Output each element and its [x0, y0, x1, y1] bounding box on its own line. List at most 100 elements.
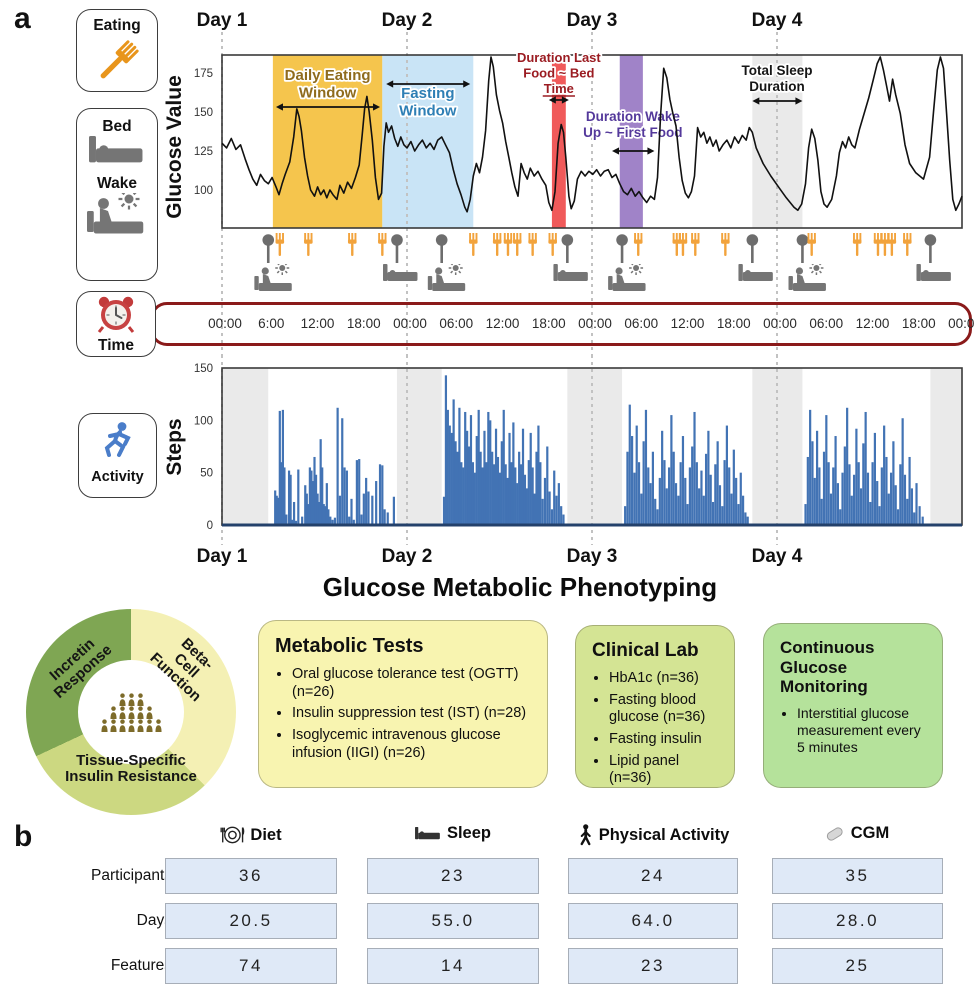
steps-bar — [723, 460, 726, 525]
steps-bar — [644, 409, 648, 525]
steps-bar — [289, 474, 292, 525]
steps-bar — [313, 456, 316, 525]
steps-bar — [670, 415, 673, 525]
steps-bar — [894, 485, 897, 525]
bullet-item: Lipid panel (n=36) — [609, 753, 720, 788]
runner-icon — [104, 422, 131, 457]
time-tick-label: 06:00 — [624, 316, 659, 331]
steps-bar — [381, 465, 384, 525]
steps-bar — [446, 409, 449, 525]
row-label-days: Days — [136, 912, 172, 929]
steps-bar — [307, 504, 310, 525]
steps-bar — [698, 488, 701, 525]
column-header-label: Sleep — [446, 824, 491, 842]
wake-icon — [427, 264, 466, 291]
steps-bar — [746, 516, 749, 525]
steps-bar — [392, 496, 395, 525]
steps-bar — [506, 477, 509, 525]
steps-bar — [688, 467, 691, 525]
steps-bar — [848, 464, 851, 525]
steps-ytick: 0 — [207, 520, 213, 532]
steps-bar — [910, 488, 913, 525]
fork-icon — [100, 40, 139, 79]
steps-bar — [624, 506, 627, 525]
person-icon — [127, 718, 135, 732]
steps-bar — [512, 422, 515, 525]
annotation-daily-eating-window: Window — [299, 85, 357, 102]
steps-bar — [908, 456, 911, 525]
bullet-item: Oral glucose tolerance test (OGTT) (n=26… — [292, 666, 533, 701]
steps-bar — [857, 462, 860, 525]
steps-bar — [325, 483, 328, 525]
steps-bar — [686, 504, 689, 525]
steps-bar — [518, 451, 521, 525]
card-metabolic-tests: Metabolic Tests Oral glucose tolerance t… — [258, 620, 548, 788]
time-tick-label: 06:00 — [809, 316, 844, 331]
card-title: Continuous Glucose Monitoring — [780, 638, 875, 697]
table-cell: 23 — [367, 858, 539, 894]
bed-icon — [738, 264, 773, 281]
wake-event-icon — [788, 264, 826, 291]
steps-bar — [693, 411, 696, 525]
steps-bar — [681, 436, 685, 525]
bed-label: Bed — [102, 118, 132, 135]
meal-marker — [887, 233, 897, 256]
steps-bar — [533, 493, 536, 525]
wake-event-icon — [427, 264, 466, 291]
eating-label: Eating — [93, 17, 141, 34]
steps-ytick: 50 — [200, 468, 213, 480]
steps-bar — [637, 462, 641, 525]
steps-bar — [375, 481, 378, 525]
card-title: Metabolic Tests — [275, 635, 424, 657]
steps-bar — [311, 481, 315, 525]
steps-bar — [500, 441, 503, 525]
annotation-duration-last-food-bed: Food ~ Bed — [523, 66, 594, 81]
time-tick-label: 18:00 — [531, 316, 566, 331]
table-cell: 35 — [772, 858, 943, 894]
table-cell: 24 — [568, 858, 738, 894]
steps-bar — [496, 456, 500, 525]
annotation-arrow-daily-eating-window-head — [275, 103, 283, 111]
activity-label: Activity — [91, 469, 144, 485]
steps-bar — [294, 520, 298, 525]
time-tick-label: 12:00 — [485, 316, 520, 331]
steps-bar — [873, 432, 876, 525]
card-cgm: Continuous Glucose Monitoring Interstiti… — [763, 623, 943, 788]
steps-bar — [543, 477, 547, 525]
steps-bar — [360, 514, 363, 525]
steps-bar — [523, 474, 527, 525]
steps-bar — [871, 462, 874, 525]
steps-bar — [348, 516, 351, 525]
time-tick-label: 18:00 — [346, 316, 381, 331]
steps-bar — [892, 441, 895, 525]
steps-bar — [836, 483, 839, 525]
wake-icon — [87, 188, 147, 240]
steps-bar — [504, 464, 507, 525]
time-tick-label: 12:00 — [670, 316, 705, 331]
steps-bar — [711, 501, 715, 525]
time-tick-label: 06:00 — [439, 316, 474, 331]
steps-bar — [527, 460, 530, 525]
wake-label: Wake — [97, 174, 137, 192]
annotation-arrow-total-sleep-duration-head — [752, 97, 760, 105]
person-icon — [154, 718, 162, 732]
panel-b-label: b — [14, 820, 33, 853]
steps-bar — [329, 516, 332, 525]
steps-bar — [560, 506, 563, 525]
steps-bar — [869, 501, 872, 525]
day-label-bottom: Day 3 — [567, 546, 618, 567]
time-tick-label: 00:00 — [763, 316, 797, 331]
wake-event-icon — [254, 264, 292, 291]
steps-bar — [721, 506, 724, 525]
person-icon — [118, 705, 126, 719]
legend-bed-wake-box: Bed Wake — [76, 108, 158, 281]
bed-icon — [553, 264, 588, 281]
table-cell: 20.5 — [165, 903, 337, 939]
annotation-total-sleep-duration: Total Sleep — [741, 63, 812, 78]
steps-bar — [531, 467, 534, 525]
steps-bar — [640, 493, 643, 525]
column-header-cgm: CGM — [825, 824, 889, 843]
bed-marker — [391, 234, 403, 246]
steps-bar — [285, 514, 288, 525]
steps-bar — [467, 446, 471, 525]
